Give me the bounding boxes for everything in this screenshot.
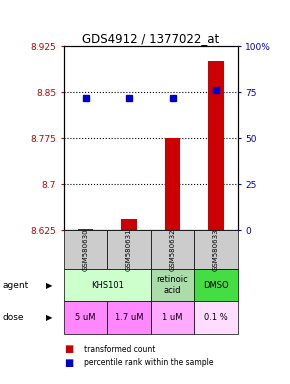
Text: dose: dose (3, 313, 24, 322)
Text: ▶: ▶ (46, 281, 52, 290)
Text: ■: ■ (64, 344, 73, 354)
Text: transformed count: transformed count (84, 345, 155, 354)
Text: DMSO: DMSO (203, 281, 229, 290)
Text: 5 uM: 5 uM (75, 313, 96, 322)
Text: 0.1 %: 0.1 % (204, 313, 228, 322)
Text: retinoic
acid: retinoic acid (157, 275, 189, 295)
Text: agent: agent (3, 281, 29, 290)
Text: GSM580632: GSM580632 (170, 228, 175, 271)
Bar (165, 138, 180, 230)
Text: GSM580633: GSM580633 (213, 228, 219, 271)
Bar (209, 61, 224, 230)
Text: GSM580630: GSM580630 (83, 228, 88, 271)
Text: ■: ■ (64, 358, 73, 368)
Bar (78, 228, 93, 230)
Bar (122, 219, 137, 230)
Text: 1.7 uM: 1.7 uM (115, 313, 143, 322)
Text: ▶: ▶ (46, 313, 52, 322)
Text: percentile rank within the sample: percentile rank within the sample (84, 358, 214, 367)
Title: GDS4912 / 1377022_at: GDS4912 / 1377022_at (82, 32, 220, 45)
Text: GSM580631: GSM580631 (126, 228, 132, 271)
Text: KHS101: KHS101 (91, 281, 124, 290)
Text: 1 uM: 1 uM (162, 313, 183, 322)
